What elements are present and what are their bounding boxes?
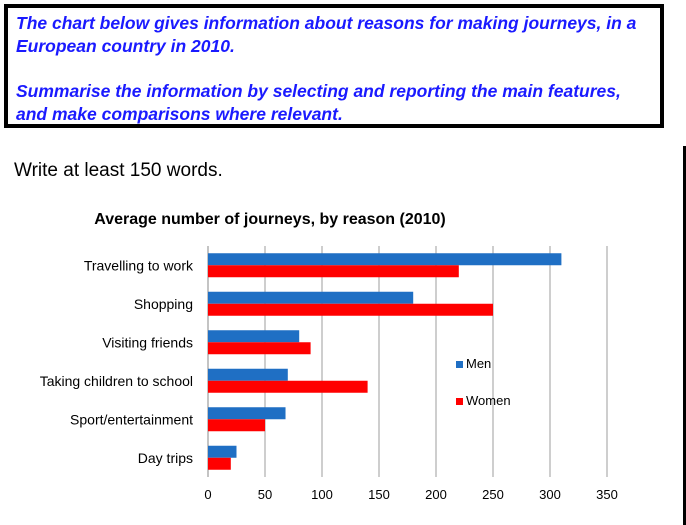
category-label: Shopping [134,296,193,312]
grid-layer [207,246,608,477]
legend-label: Women [466,393,511,408]
category-label: Travelling to work [84,257,194,273]
x-tick-label: 250 [482,487,504,502]
task-box: The chart below gives information about … [4,4,664,128]
bar-men [208,407,286,420]
legend-swatch-women [456,398,463,405]
x-tick-labels: 0 50 100 150 200 250 300 350 [204,487,617,502]
bar-women [208,419,265,432]
word-count-instruction: Write at least 150 words. [14,160,223,181]
bar-women [208,303,493,316]
legend-label: Men [466,356,491,371]
x-tick-label: 350 [596,487,618,502]
bar-women [208,380,368,393]
x-tick-label: 50 [258,487,272,502]
bar-men [208,330,300,343]
bar-women [208,265,459,278]
x-tick-label: 100 [311,487,333,502]
x-tick-label: 0 [204,487,211,502]
category-label: Visiting friends [102,334,193,350]
legend: Men Women [456,356,511,408]
category-label: Day trips [138,450,193,466]
legend-swatch-men [456,361,463,368]
task-prompt: Summarise the information by selecting a… [16,81,621,124]
x-tick-label: 300 [539,487,561,502]
bar-men [208,368,288,381]
bar-men [208,253,562,266]
category-label: Sport/entertainment [70,411,193,427]
chart: Average number of journeys, by reason (2… [0,200,680,518]
bar-women [208,342,311,355]
frame-edge [683,146,686,525]
task-description: The chart below gives information about … [16,13,637,56]
bar-chart-svg: Average number of journeys, by reason (2… [40,211,618,502]
bar-men [208,291,414,304]
category-label: Taking children to school [40,373,193,389]
bar-women [208,457,231,470]
chart-title: Average number of journeys, by reason (2… [94,211,446,228]
x-tick-label: 150 [368,487,390,502]
category-labels: Travelling to work Shopping Visiting frien… [40,257,194,466]
bars-layer [208,253,562,470]
x-tick-label: 200 [425,487,447,502]
bar-men [208,445,237,458]
